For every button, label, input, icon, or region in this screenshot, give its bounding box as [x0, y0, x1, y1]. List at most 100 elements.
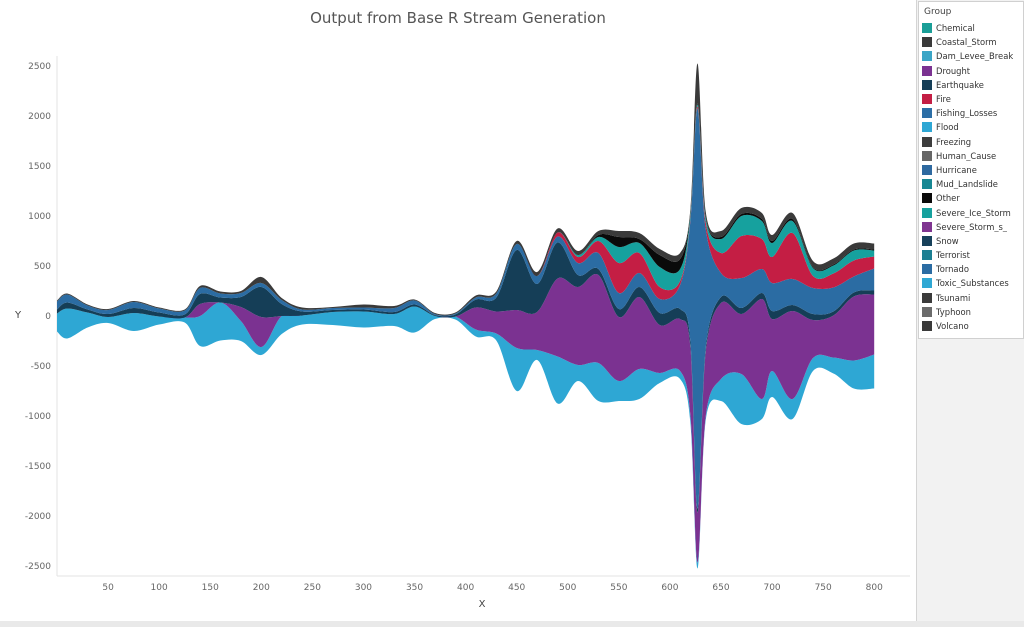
- legend-label: Other: [936, 193, 960, 204]
- legend-item[interactable]: Chemical: [919, 21, 1023, 35]
- x-tick-label: 400: [457, 583, 474, 593]
- legend-swatch: [922, 136, 932, 147]
- legend-swatch: [922, 37, 932, 48]
- legend-label: Mud_Landslide: [936, 179, 998, 190]
- legend-swatch: [922, 250, 932, 261]
- legend-swatch: [922, 235, 932, 246]
- legend-item[interactable]: Tsunami: [919, 291, 1023, 305]
- legend-label: Typhoon: [936, 306, 971, 317]
- legend-label: Tsunami: [936, 292, 971, 303]
- legend-swatch: [922, 221, 932, 232]
- legend-item[interactable]: Fire: [919, 92, 1023, 106]
- legend-swatch: [922, 264, 932, 275]
- legend-item[interactable]: Earthquake: [919, 78, 1023, 92]
- legend-item[interactable]: Coastal_Storm: [919, 35, 1023, 49]
- legend-item[interactable]: Severe_Ice_Storm: [919, 205, 1023, 219]
- legend-item[interactable]: Terrorist: [919, 248, 1023, 262]
- legend-item[interactable]: Volcano: [919, 319, 1023, 333]
- legend-label: Hurricane: [936, 164, 977, 175]
- stream-tornado[interactable]: [57, 108, 875, 509]
- y-axis-title: Y: [14, 310, 22, 321]
- legend-label: Fishing_Losses: [936, 108, 998, 119]
- legend-swatch: [922, 94, 932, 105]
- legend-label: Drought: [936, 65, 971, 76]
- legend-item[interactable]: Freezing: [919, 135, 1023, 149]
- legend-label: Fire: [936, 94, 951, 105]
- y-tick-label: 1500: [28, 162, 51, 172]
- x-tick-label: 650: [712, 583, 729, 593]
- x-tick-label: 600: [661, 583, 678, 593]
- legend-items: Chemical Coastal_Storm Dam_Levee_Break Drou…: [919, 21, 1023, 333]
- stream-other[interactable]: [57, 103, 875, 316]
- stream-drought[interactable]: [57, 274, 875, 563]
- legend-item[interactable]: Tornado: [919, 262, 1023, 276]
- x-axis-title: X: [479, 599, 486, 610]
- x-tick-label: 500: [559, 583, 576, 593]
- x-tick-label: 750: [815, 583, 832, 593]
- legend-label: Severe_Ice_Storm: [936, 207, 1011, 218]
- chart-title: Output from Base R Stream Generation: [310, 9, 606, 27]
- legend-swatch: [922, 79, 932, 90]
- legend-item[interactable]: Toxic_Substances: [919, 276, 1023, 290]
- legend-item[interactable]: Dam_Levee_Break: [919, 49, 1023, 63]
- legend-label: Earthquake: [936, 79, 984, 90]
- x-tick-label: 700: [763, 583, 780, 593]
- bottom-strip: [0, 621, 1024, 627]
- y-axis: 2500 2000 1500 1000 500 0 -500 -1000 -1500 -2000 -…: [25, 62, 51, 572]
- y-tick-label: -2500: [25, 562, 51, 572]
- legend-label: Coastal_Storm: [936, 37, 997, 48]
- legend-label: Severe_Storm_s_: [936, 221, 1008, 232]
- x-tick-label: 200: [253, 583, 270, 593]
- legend-swatch: [922, 122, 932, 133]
- legend-label: Dam_Levee_Break: [936, 51, 1014, 62]
- legend-swatch: [922, 321, 932, 332]
- y-tick-label: 1000: [28, 212, 51, 222]
- stream-layers[interactable]: [57, 63, 875, 569]
- x-tick-label: 250: [304, 583, 321, 593]
- legend-item[interactable]: Hurricane: [919, 163, 1023, 177]
- legend-label: Volcano: [936, 321, 969, 332]
- stream-chart: 2500 2000 1500 1000 500 0 -500 -1000 -1500 -2000 -…: [14, 56, 910, 610]
- stream-earthquake[interactable]: [57, 242, 875, 513]
- legend-item[interactable]: Fishing_Losses: [919, 106, 1023, 120]
- x-tick-label: 100: [151, 583, 168, 593]
- y-tick-label: 2500: [28, 62, 51, 72]
- legend-item[interactable]: Drought: [919, 64, 1023, 78]
- legend-item[interactable]: Mud_Landslide: [919, 177, 1023, 191]
- x-axis: 50 100 150 200 250 300 350 400 450 500 550 600 650 70…: [102, 583, 883, 593]
- x-tick-label: 350: [406, 583, 423, 593]
- x-tick-label: 450: [508, 583, 525, 593]
- y-tick-label: 2000: [28, 112, 51, 122]
- legend-swatch: [922, 23, 932, 34]
- legend-label: Flood: [936, 122, 959, 133]
- legend-swatch: [922, 51, 932, 62]
- legend-title: Group: [924, 7, 952, 17]
- legend-item[interactable]: Severe_Storm_s_: [919, 220, 1023, 234]
- legend-item[interactable]: Other: [919, 191, 1023, 205]
- legend-swatch: [922, 207, 932, 218]
- x-tick-label: 150: [202, 583, 219, 593]
- y-tick-label: 500: [34, 262, 51, 272]
- legend-item[interactable]: Snow: [919, 234, 1023, 248]
- legend-swatch: [922, 179, 932, 190]
- legend-label: Human_Cause: [936, 150, 997, 161]
- legend-swatch: [922, 278, 932, 289]
- legend-swatch: [922, 108, 932, 119]
- x-tick-label: 300: [355, 583, 372, 593]
- legend-swatch: [922, 193, 932, 204]
- legend-swatch: [922, 164, 932, 175]
- y-tick-label: 0: [45, 312, 51, 322]
- legend-label: Toxic_Substances: [936, 278, 1009, 289]
- y-tick-label: -2000: [25, 512, 51, 522]
- x-tick-label: 550: [610, 583, 627, 593]
- legend-swatch: [922, 306, 932, 317]
- legend-item[interactable]: Human_Cause: [919, 149, 1023, 163]
- stream-flood[interactable]: [57, 302, 875, 569]
- y-tick-label: -1500: [25, 462, 51, 472]
- legend: Group Chemical Coastal_Storm Dam_Levee_Bre…: [918, 1, 1024, 339]
- legend-item[interactable]: Flood: [919, 120, 1023, 134]
- x-tick-label: 800: [866, 583, 883, 593]
- legend-label: Chemical: [936, 23, 975, 34]
- legend-item[interactable]: Typhoon: [919, 305, 1023, 319]
- legend-swatch: [922, 150, 932, 161]
